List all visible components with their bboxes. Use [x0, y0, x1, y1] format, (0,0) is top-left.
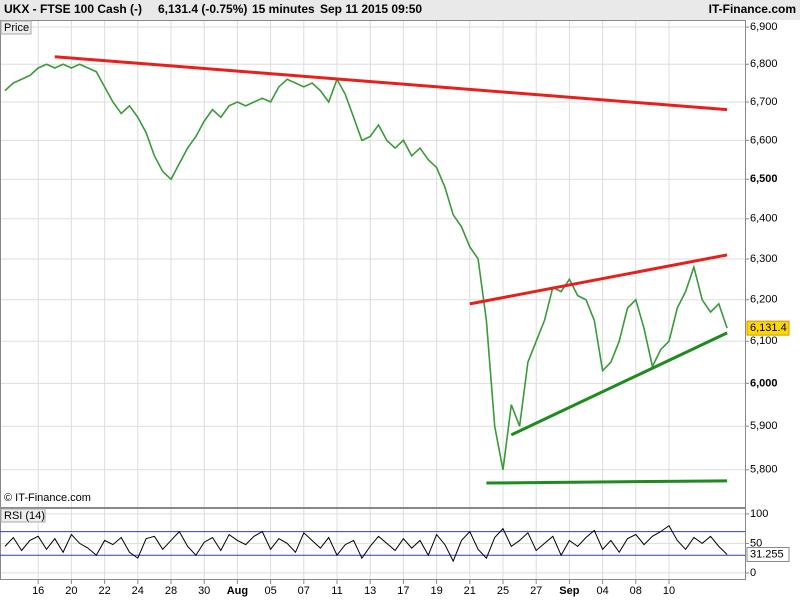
last-value-box: [746, 546, 790, 562]
last-value-box: [746, 320, 790, 336]
x-tick-label: Sep: [559, 585, 579, 597]
x-tick-label: 07: [298, 585, 310, 597]
x-tick-label: 13: [364, 585, 376, 597]
x-tick-label: 28: [165, 585, 177, 597]
copyright: © IT-Finance.com: [4, 492, 91, 504]
x-tick-label: 27: [530, 585, 542, 597]
y-tick-label: 5,800: [750, 464, 778, 476]
timestamp: Sep 11 2015 09:50: [320, 2, 422, 16]
y-tick-label: 6,900: [750, 21, 778, 33]
last-value-label: 31.255: [750, 548, 784, 560]
x-tick-label: 21: [464, 585, 476, 597]
y-tick-label: 6,000: [750, 377, 778, 389]
trendline: [54, 55, 728, 112]
x-tick-label: 24: [132, 585, 144, 597]
rsi-panel: [0, 508, 746, 580]
x-tick-label: 25: [497, 585, 509, 597]
y-tick-label: 6,600: [750, 134, 778, 146]
x-tick-label: 05: [264, 585, 276, 597]
symbol: UKX - FTSE 100 Cash (-): [4, 2, 142, 16]
y-tick-label: 50: [750, 537, 762, 549]
y-tick-label: 6,200: [750, 294, 778, 306]
trendline: [486, 479, 728, 485]
y-tick-label: 6,300: [750, 253, 778, 265]
y-tick-label: 6,100: [750, 335, 778, 347]
panel-label-box: [0, 508, 46, 523]
series-line: [4, 63, 728, 470]
x-tick-label: 30: [198, 585, 210, 597]
x-tick-label: 10: [663, 585, 675, 597]
interval: 15 minutes: [252, 2, 315, 16]
header-bar: [0, 0, 800, 20]
x-tick-label: 16: [32, 585, 44, 597]
x-tick-label: 11: [331, 585, 342, 597]
quote: 6,131.4 (-0.75%): [158, 2, 247, 16]
y-tick-label: 100: [750, 508, 768, 520]
last-value-label: 6,131.4: [750, 322, 787, 334]
x-tick-label: 22: [98, 585, 110, 597]
series-line: [4, 524, 728, 563]
x-tick-label: 08: [630, 585, 642, 597]
panel-label-box: [0, 20, 32, 35]
x-tick-label: 04: [596, 585, 608, 597]
x-tick-label: 17: [397, 585, 409, 597]
y-tick-label: 5,900: [750, 420, 778, 432]
y-tick-label: 0: [750, 567, 756, 579]
x-tick-label: 19: [430, 585, 442, 597]
trendline: [510, 331, 728, 437]
price-panel: [0, 20, 746, 508]
panel-title: Price: [4, 22, 29, 34]
y-tick-label: 6,800: [750, 58, 778, 70]
x-tick-label: 20: [65, 585, 77, 597]
y-tick-label: 6,700: [750, 96, 778, 108]
y-tick-label: 6,400: [750, 213, 778, 225]
panel-title: RSI (14): [4, 510, 45, 522]
x-tick-label: Aug: [227, 585, 248, 597]
y-tick-label: 6,500: [750, 173, 778, 185]
brand: IT-Finance.com: [709, 2, 796, 16]
trendline: [469, 253, 728, 306]
